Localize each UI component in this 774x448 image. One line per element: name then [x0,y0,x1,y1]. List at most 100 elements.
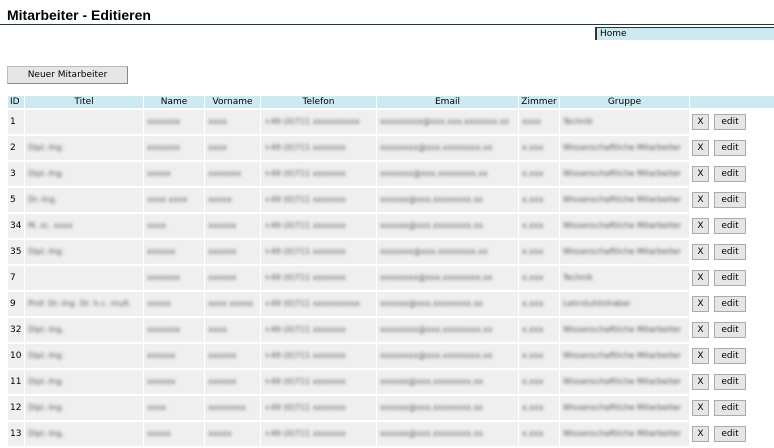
cell-vorname-text: xxxxxxxx [208,403,246,412]
cell-email-text: xxxxxx@xxx.xxxxxxxx.xx [380,377,484,386]
cell-id: 11 [8,370,24,394]
cell-id: 10 [8,344,24,368]
cell-name: xxxxx [144,422,204,446]
cell-gruppe: Wissenschaftliche Mitarbeiter [560,214,689,238]
edit-button[interactable]: edit [714,140,746,156]
cell-id: 3 [8,162,24,186]
cell-zimmer-text: x.xxx [522,143,544,152]
cell-titel: Dipl.-Ing. [25,370,143,394]
cell-titel: Dipl.-Ing. [25,396,143,420]
cell-telefon: +49 (0)711 xxxxxxx [261,162,376,186]
edit-button[interactable]: edit [714,426,746,442]
cell-titel-text: Dipl.-Ing. [28,351,65,360]
cell-zimmer: xxxx [519,110,559,134]
cell-email-text: xxxxxx@xxx.xxxxxxxx.xx [380,403,484,412]
cell-titel: Dipl.-Ing. [25,240,143,264]
delete-button[interactable]: X [692,114,709,130]
home-nav-link[interactable]: Home [595,27,774,40]
cell-zimmer-text: x.xxx [522,169,544,178]
table-row: 32 Dipl.-Ing. xxxxxxx xxxx +49 (0)711 xxxxxx… [8,318,774,342]
cell-zimmer: x.xxx [519,240,559,264]
cell-zimmer-text: x.xxx [522,429,544,438]
edit-button[interactable]: edit [714,374,746,390]
cell-vorname-text: xxxxx [208,429,232,438]
edit-button[interactable]: edit [714,244,746,260]
cell-vorname: xxxx [205,110,260,134]
cell-email: xxxxxx@xxx.xxxxxxxx.xx [377,292,518,316]
edit-button[interactable]: edit [714,166,746,182]
new-employee-button[interactable]: Neuer Mitarbeiter [7,66,128,84]
cell-telefon-text: +49 (0)711 xxxxxxx [264,169,346,178]
cell-name: xxxx [144,214,204,238]
cell-vorname-text: xxxxxx [208,273,237,282]
delete-button[interactable]: X [692,140,709,156]
edit-button[interactable]: edit [714,192,746,208]
delete-button[interactable]: X [692,322,709,338]
cell-id: 13 [8,422,24,446]
cell-vorname: xxxxx [205,422,260,446]
cell-titel: M. sc. xxxx [25,214,143,238]
cell-name-text: xxxxx [147,169,171,178]
cell-zimmer: x.xxx [519,188,559,212]
cell-email: xxxxxxxx@xxx.xxxxxxxx.xx [377,318,518,342]
cell-email-text: xxxxxxx@xxx.xxxxxxxx.xx [380,247,488,256]
cell-telefon-text: +49 (0)711 xxxxxxx [264,377,346,386]
cell-telefon: +49 (0)711 xxxxxxx [261,266,376,290]
edit-button[interactable]: edit [714,114,746,130]
delete-button[interactable]: X [692,192,709,208]
table-row: 11 Dipl.-Ing. xxxxxx xxxxxx +49 (0)711 xxxxx… [8,370,774,394]
delete-button[interactable]: X [692,218,709,234]
edit-button[interactable]: edit [714,296,746,312]
employee-table: ID Titel Name Vorname Telefon Email Zimm… [7,94,774,448]
delete-button[interactable]: X [692,426,709,442]
header-vorname: Vorname [205,96,260,108]
cell-zimmer: x.xxx [519,344,559,368]
cell-vorname: xxxxxx [205,370,260,394]
cell-name-text: xxxxxxx [147,143,181,152]
page-title: Mitarbeiter - Editieren [7,7,151,23]
cell-telefon-text: +49 (0)711 xxxxxxx [264,221,346,230]
cell-name: xxxxxx [144,240,204,264]
delete-button[interactable]: X [692,348,709,364]
delete-button[interactable]: X [692,400,709,416]
cell-name-text: xxxxx [147,429,171,438]
cell-gruppe-text: Wissenschaftliche Mitarbeiter [563,429,682,438]
edit-button[interactable]: edit [714,270,746,286]
cell-titel-text: Dipl.-Ing. [28,325,65,334]
cell-id: 34 [8,214,24,238]
cell-gruppe: Wissenschaftliche Mitarbeiter [560,136,689,160]
delete-button[interactable]: X [692,244,709,260]
cell-vorname-text: xxxx [208,117,227,126]
cell-gruppe: Wissenschaftliche Mitarbeiter [560,422,689,446]
cell-gruppe: Wissenschaftliche Mitarbeiter [560,318,689,342]
cell-zimmer: x.xxx [519,422,559,446]
delete-button[interactable]: X [692,296,709,312]
edit-button[interactable]: edit [714,348,746,364]
cell-id: 2 [8,136,24,160]
cell-titel-text: Dr.-Ing. [28,195,58,204]
cell-telefon-text: +49 (0)711 xxxxxxx [264,195,346,204]
cell-gruppe-text: Technik [563,117,593,126]
cell-titel: Prof. Dr.-Ing. Dr. h.c. mult. [25,292,143,316]
cell-name-text: xxxxxx [147,377,176,386]
delete-button[interactable]: X [692,270,709,286]
cell-telefon-text: +49 (0)711 xxxxxxx [264,325,346,334]
cell-gruppe: Wissenschaftliche Mitarbeiter [560,396,689,420]
cell-gruppe-text: Wissenschaftliche Mitarbeiter [563,143,682,152]
edit-button[interactable]: edit [714,400,746,416]
cell-gruppe: Wissenschaftliche Mitarbeiter [560,344,689,368]
edit-button[interactable]: edit [714,218,746,234]
cell-vorname: xxxxx [205,188,260,212]
cell-zimmer: x.xxx [519,266,559,290]
delete-button[interactable]: X [692,374,709,390]
cell-telefon: +49 (0)711 xxxxxxx [261,136,376,160]
edit-button[interactable]: edit [714,322,746,338]
cell-vorname-text: xxxx xxxxx [208,299,254,308]
cell-email: xxxxxxxx@xxx.xxxxxxxx.xx [377,136,518,160]
delete-button[interactable]: X [692,166,709,182]
